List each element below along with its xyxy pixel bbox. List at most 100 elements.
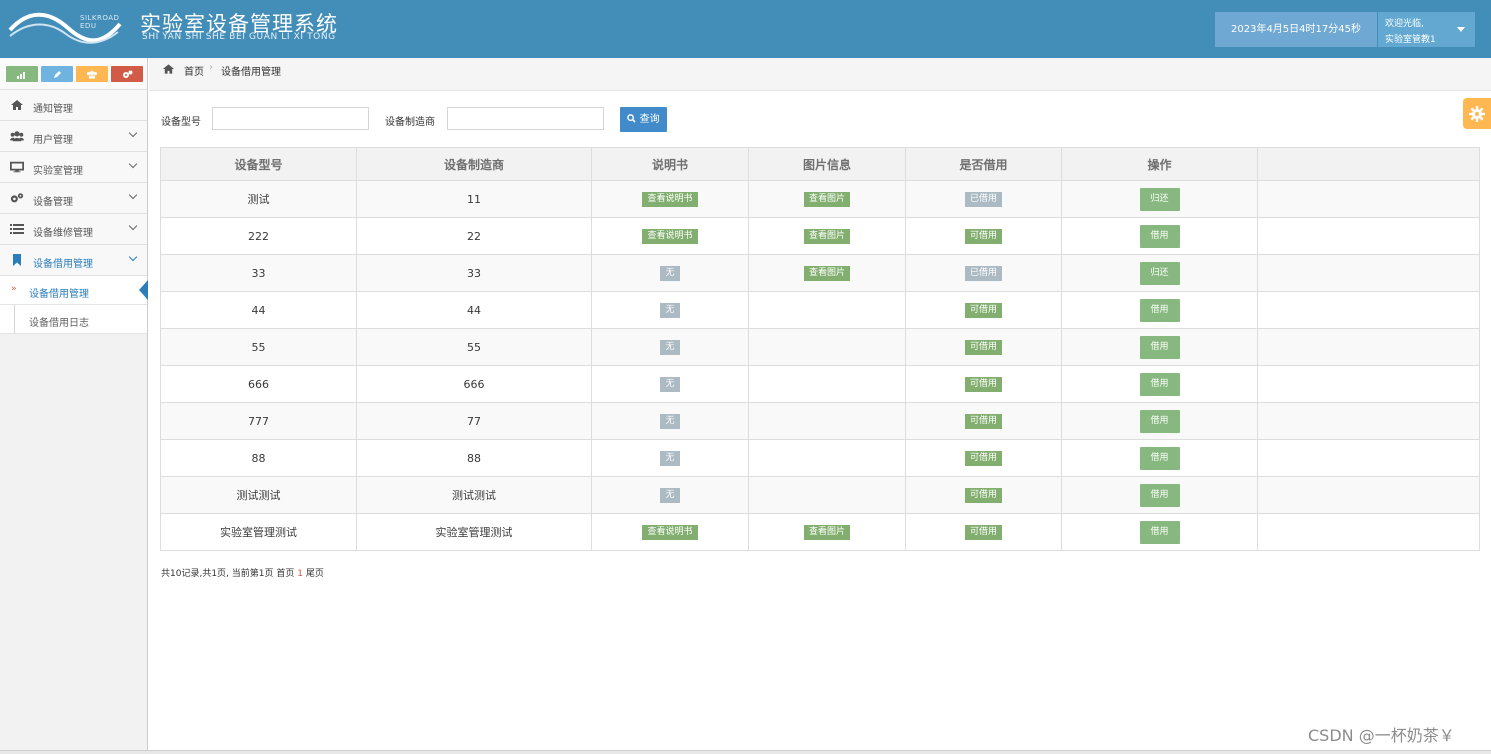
username: 实验室管教1	[1385, 35, 1436, 45]
sidebar-item-notices[interactable]: 通知管理	[0, 90, 147, 121]
search-button[interactable]: 查询	[620, 107, 667, 132]
manual-badge[interactable]: 查看说明书	[642, 229, 698, 244]
view-image-badge[interactable]: 查看图片	[803, 229, 850, 244]
last-page-link[interactable]: 尾页	[305, 569, 324, 579]
cell-model: 222	[160, 217, 357, 255]
column-header: 是否借用	[905, 147, 1062, 181]
manual-badge[interactable]: 查看说明书	[642, 192, 698, 207]
pagination-summary: 共10记录,共1页, 当前第1页	[161, 569, 274, 579]
table-row: 33 33 无 查看图片 已借用 归还	[160, 254, 1480, 292]
shortcut-signal-button[interactable]	[6, 66, 38, 82]
breadcrumb-home-link[interactable]: 首页	[184, 67, 204, 78]
cell-maker: 55	[356, 328, 592, 366]
status-badge: 可借用	[964, 525, 1002, 540]
cell-action: 借用	[1061, 513, 1258, 551]
table-row: 777 77 无可借用 借用	[160, 402, 1480, 440]
sidebar-subitem-label: 设备借用日志	[29, 318, 89, 329]
sidebar-item-devices[interactable]: 设备管理	[0, 183, 147, 214]
model-input[interactable]	[212, 107, 369, 130]
table-row: 测试 11 查看说明书 查看图片 已借用 归还	[160, 180, 1480, 218]
cell-action: 借用	[1061, 291, 1258, 329]
return-button[interactable]: 归还	[1139, 261, 1180, 285]
cell-status: 已借用	[905, 180, 1062, 218]
sidebar-item-borrow[interactable]: 设备借用管理	[0, 245, 147, 276]
status-badge: 可借用	[964, 229, 1002, 244]
sidebar-subitem-borrow-log[interactable]: 设备借用日志	[0, 305, 147, 334]
cell-status: 可借用	[905, 402, 1062, 440]
user-menu[interactable]: 欢迎光临, 实验室管教1	[1378, 12, 1475, 47]
sidebar-item-label: 设备管理	[33, 197, 73, 208]
chevron-down-icon	[128, 221, 138, 231]
borrow-button[interactable]: 借用	[1139, 409, 1180, 433]
sidebar-subitem-borrow-manage[interactable]: » 设备借用管理	[0, 276, 148, 305]
cell-empty	[1257, 513, 1480, 551]
maker-text: 44	[467, 303, 481, 317]
borrow-button[interactable]: 借用	[1139, 483, 1180, 507]
borrow-button[interactable]: 借用	[1139, 335, 1180, 359]
table-row: 88 88 无 可借用 借用	[160, 439, 1480, 477]
model-text: 33	[251, 266, 266, 280]
sidebar-item-label: 设备维修管理	[33, 228, 93, 239]
cell-status: 可借用	[905, 365, 1062, 403]
manual-badge: 无	[660, 340, 680, 355]
bookmark-icon	[13, 254, 21, 266]
cell-maker: 实验室管理测试	[356, 513, 592, 551]
cell-image	[748, 439, 906, 477]
status-badge: 可借用	[964, 340, 1002, 355]
cell-status: 可借用	[905, 439, 1062, 477]
maker-text: 55	[467, 340, 481, 354]
cell-status: 可借用	[905, 291, 1062, 329]
column-header: 说明书	[591, 147, 749, 181]
manual-badge[interactable]: 查看说明书	[642, 525, 698, 540]
home-icon	[11, 100, 23, 110]
manual-badge: 无	[660, 266, 680, 281]
view-image-badge[interactable]: 查看图片	[803, 192, 850, 207]
active-indicator	[139, 280, 148, 300]
maker-input[interactable]	[447, 107, 604, 130]
shortcut-users-button[interactable]	[76, 66, 108, 82]
chevron-down-icon	[128, 128, 138, 138]
column-header: 设备制造商	[356, 147, 592, 181]
cell-model: 44	[160, 291, 357, 329]
model-text: 实验室管理测试	[220, 526, 297, 539]
cell-status: 可借用	[905, 217, 1062, 255]
breadcrumb-current: 设备借用管理	[221, 67, 281, 78]
model-label: 设备型号	[161, 117, 201, 128]
borrow-button[interactable]: 借用	[1139, 372, 1180, 396]
cell-action: 归还	[1061, 254, 1258, 292]
return-button[interactable]: 归还	[1139, 187, 1180, 211]
cell-empty	[1257, 439, 1480, 477]
model-text: 测试测试	[236, 489, 281, 502]
cell-maker: 33	[356, 254, 592, 292]
cell-image	[748, 291, 906, 329]
cell-status: 可借用	[905, 328, 1062, 366]
cell-maker: 22	[356, 217, 592, 255]
status-badge: 已借用	[964, 266, 1002, 281]
borrow-button[interactable]: 借用	[1139, 446, 1180, 470]
maker-text: 实验室管理测试	[435, 526, 513, 539]
borrow-button[interactable]: 借用	[1139, 298, 1180, 322]
borrow-button[interactable]: 借用	[1139, 520, 1180, 544]
view-image-badge[interactable]: 查看图片	[803, 525, 850, 540]
app-subtitle: SHI YAN SHI SHE BEI GUAN LI XI TONG	[142, 32, 336, 42]
view-image-badge[interactable]: 查看图片	[803, 266, 850, 281]
borrow-button[interactable]: 借用	[1139, 224, 1180, 248]
sidebar-item-users[interactable]: 用户管理	[0, 121, 147, 152]
shortcut-cogs-button[interactable]	[111, 66, 143, 82]
manual-badge: 无	[660, 303, 680, 318]
page-number-link[interactable]: 1	[297, 569, 303, 579]
cell-model: 实验室管理测试	[160, 513, 357, 551]
sidebar-item-repair[interactable]: 设备维修管理	[0, 214, 147, 245]
gear-icon	[1469, 106, 1485, 122]
settings-toggle[interactable]	[1463, 98, 1491, 129]
sidebar-item-labs[interactable]: 实验室管理	[0, 152, 147, 183]
brand-logo[interactable]: SILKROAD EDU	[8, 8, 130, 48]
cell-maker: 666	[356, 365, 592, 403]
first-page-link[interactable]: 首页	[276, 569, 295, 579]
cell-manual: 查看说明书	[591, 513, 749, 551]
status-badge: 已借用	[964, 192, 1002, 207]
cell-manual: 无	[591, 328, 749, 366]
shortcut-pencil-button[interactable]	[41, 66, 73, 82]
model-text: 55	[251, 340, 266, 354]
cell-action: 借用	[1061, 365, 1258, 403]
